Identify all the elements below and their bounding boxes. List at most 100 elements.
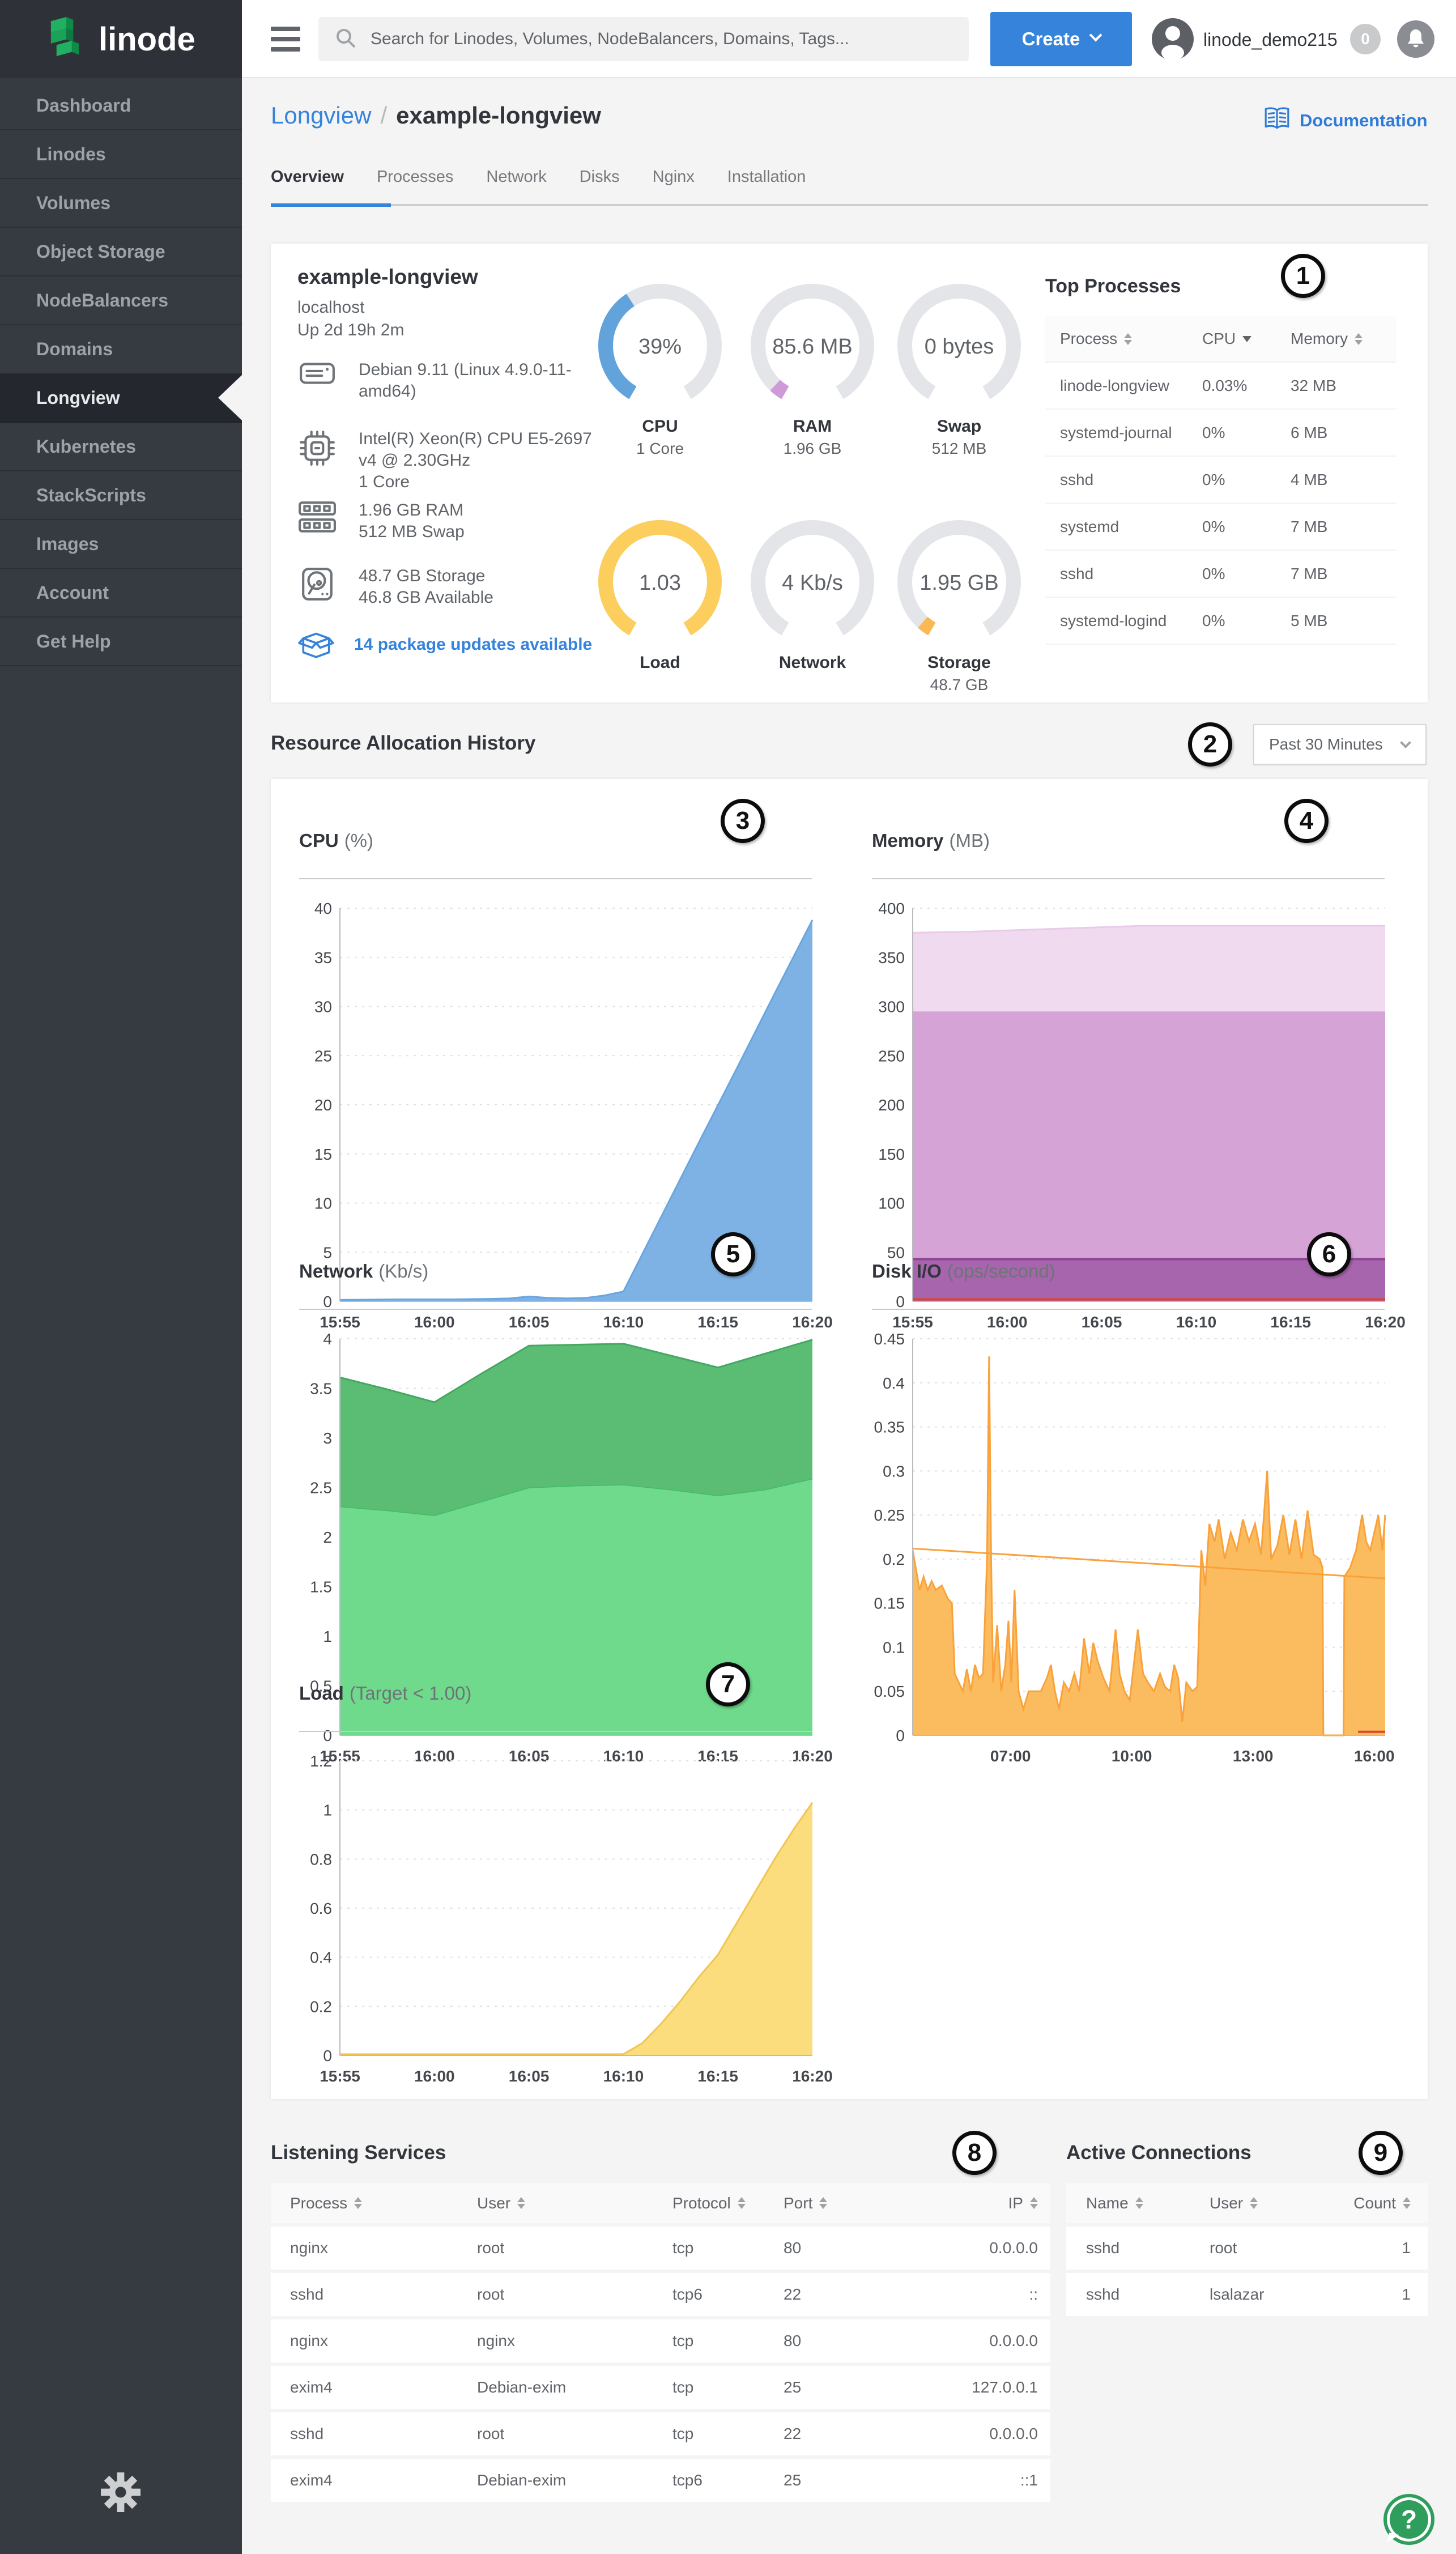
gauge-label: Storage bbox=[927, 653, 991, 672]
column-header-port[interactable]: Port bbox=[784, 2194, 828, 2212]
svg-text:1: 1 bbox=[323, 1628, 332, 1645]
sidebar-item-label: Linodes bbox=[36, 143, 106, 164]
table-row: sshd root tcp 22 0.0.0.0 bbox=[271, 2412, 1050, 2455]
sidebar-item-volumes[interactable]: Volumes bbox=[0, 179, 242, 228]
column-header-process[interactable]: Process bbox=[290, 2194, 363, 2212]
gauge-sublabel: 1 Core bbox=[636, 440, 684, 457]
tab-nginx[interactable]: Nginx bbox=[652, 168, 695, 186]
column-header-ip[interactable]: IP bbox=[1008, 2194, 1038, 2212]
column-header-count[interactable]: Count bbox=[1353, 2194, 1411, 2212]
svg-text:0.05: 0.05 bbox=[874, 1683, 905, 1700]
sidebar-item-longview[interactable]: Longview bbox=[0, 374, 242, 423]
svg-text:50: 50 bbox=[887, 1244, 905, 1261]
table-cell: 0% bbox=[1202, 423, 1225, 441]
linode-logo[interactable]: linode bbox=[0, 0, 242, 78]
svg-text:0: 0 bbox=[323, 1293, 332, 1310]
table-cell: 0.0.0.0 bbox=[989, 2332, 1038, 2349]
column-header-cpu[interactable]: CPU bbox=[1202, 330, 1252, 348]
svg-text:3: 3 bbox=[323, 1429, 332, 1447]
table-cell: 4 MB bbox=[1291, 470, 1328, 488]
book-icon bbox=[1263, 107, 1291, 135]
annotation-marker-1: 1 bbox=[1281, 254, 1325, 298]
sidebar-item-label: StackScripts bbox=[36, 484, 146, 505]
tab-installation[interactable]: Installation bbox=[727, 168, 806, 186]
annotation-marker-4: 4 bbox=[1284, 799, 1329, 843]
column-header-user[interactable]: User bbox=[477, 2194, 526, 2212]
table-cell: 127.0.0.1 bbox=[972, 2378, 1038, 2396]
gauge-value: 1.03 bbox=[639, 571, 681, 595]
spec-text: 48.7 GB Storage 46.8 GB Available bbox=[359, 567, 493, 607]
sidebar-item-get-help[interactable]: Get Help bbox=[0, 618, 242, 666]
sidebar-item-images[interactable]: Images bbox=[0, 520, 242, 569]
tab-processes[interactable]: Processes bbox=[376, 168, 454, 186]
username[interactable]: linode_demo215 bbox=[1203, 29, 1338, 50]
chevron-down-icon bbox=[1089, 28, 1102, 42]
create-button[interactable]: Create bbox=[990, 12, 1132, 66]
table-cell: root bbox=[477, 2239, 505, 2257]
column-header-memory[interactable]: Memory bbox=[1291, 330, 1363, 348]
avatar[interactable] bbox=[1152, 18, 1194, 63]
cpu-icon bbox=[297, 428, 337, 493]
svg-text:15:55: 15:55 bbox=[892, 1313, 933, 1331]
time-range-select[interactable]: Past 30 Minutes bbox=[1253, 724, 1427, 765]
ram-gauge bbox=[751, 284, 874, 399]
gauge-value: 4 Kb/s bbox=[782, 571, 843, 595]
table-row: systemd-journal 0% 6 MB bbox=[1045, 410, 1397, 457]
tab-network[interactable]: Network bbox=[486, 168, 547, 186]
linode-logo-icon bbox=[45, 15, 87, 63]
column-header-name[interactable]: Name bbox=[1086, 2194, 1143, 2212]
table-cell: systemd-journal bbox=[1060, 423, 1172, 441]
sort-icon bbox=[1250, 2197, 1258, 2209]
svg-text:16:00: 16:00 bbox=[414, 1747, 455, 1765]
notification-count-badge: 0 bbox=[1350, 24, 1381, 54]
svg-text:0.8: 0.8 bbox=[310, 1850, 332, 1868]
table-row: exim4 Debian-exim tcp6 25::1 bbox=[271, 2459, 1050, 2502]
search-input[interactable] bbox=[371, 29, 937, 49]
column-header-protocol[interactable]: Protocol bbox=[672, 2194, 746, 2212]
table-cell: exim4 bbox=[290, 2471, 333, 2489]
svg-text:300: 300 bbox=[878, 998, 905, 1016]
help-button[interactable]: ? bbox=[1383, 2494, 1434, 2545]
sidebar-item-linodes[interactable]: Linodes bbox=[0, 130, 242, 179]
column-header-process[interactable]: Process bbox=[1060, 330, 1133, 348]
sidebar-item-dashboard[interactable]: Dashboard bbox=[0, 82, 242, 130]
annotation-marker-7: 7 bbox=[706, 1662, 750, 1706]
settings-gear-icon[interactable] bbox=[101, 2472, 141, 2515]
svg-text:30: 30 bbox=[314, 998, 332, 1016]
sidebar-item-domains[interactable]: Domains bbox=[0, 325, 242, 374]
table-cell: 0.03% bbox=[1202, 376, 1248, 394]
sidebar-item-kubernetes[interactable]: Kubernetes bbox=[0, 423, 242, 471]
column-header-user[interactable]: User bbox=[1210, 2194, 1258, 2212]
table-cell: 32 MB bbox=[1291, 376, 1336, 394]
notifications-bell-icon[interactable] bbox=[1397, 20, 1434, 58]
table-cell: systemd-logind bbox=[1060, 611, 1167, 629]
sidebar-item-nodebalancers[interactable]: NodeBalancers bbox=[0, 276, 242, 325]
top-processes-title: Top Processes bbox=[1045, 275, 1181, 297]
table-cell: 0% bbox=[1202, 611, 1225, 629]
sidebar-item-label: Images bbox=[36, 533, 99, 554]
sidebar-item-object-storage[interactable]: Object Storage bbox=[0, 228, 242, 276]
sidebar-item-account[interactable]: Account bbox=[0, 569, 242, 618]
sidebar: Dashboard Linodes Volumes Object Storage Nod… bbox=[0, 78, 242, 2554]
breadcrumb-section-link[interactable]: Longview bbox=[271, 102, 372, 129]
svg-text:0.5: 0.5 bbox=[310, 1678, 332, 1695]
tab-overview[interactable]: Overview bbox=[271, 168, 344, 186]
svg-text:16:20: 16:20 bbox=[1365, 1313, 1406, 1331]
sidebar-item-stackscripts[interactable]: StackScripts bbox=[0, 471, 242, 520]
active-table-header-row: Name User Count bbox=[1066, 2183, 1428, 2223]
tab-disks[interactable]: Disks bbox=[579, 168, 620, 186]
search-icon bbox=[334, 27, 357, 52]
tab-bar: Overview Processes Network Disks Nginx Instal… bbox=[271, 168, 806, 202]
table-cell: root bbox=[477, 2285, 505, 2303]
sort-icon bbox=[1135, 2197, 1143, 2209]
svg-text:15:55: 15:55 bbox=[320, 2067, 360, 2085]
svg-text:35: 35 bbox=[314, 949, 332, 967]
top-processes-table: Process CPU Memory linode-longview 0.03% 32 M… bbox=[1045, 316, 1397, 645]
documentation-link[interactable]: Documentation bbox=[1263, 107, 1428, 135]
sidebar-item-label: Kubernetes bbox=[36, 436, 137, 457]
menu-toggle-icon[interactable] bbox=[271, 27, 300, 52]
package-updates-link[interactable]: 14 package updates available bbox=[297, 627, 592, 662]
svg-text:07:00: 07:00 bbox=[990, 1747, 1031, 1765]
table-cell: 22 bbox=[784, 2285, 802, 2303]
svg-text:16:20: 16:20 bbox=[792, 1313, 833, 1331]
